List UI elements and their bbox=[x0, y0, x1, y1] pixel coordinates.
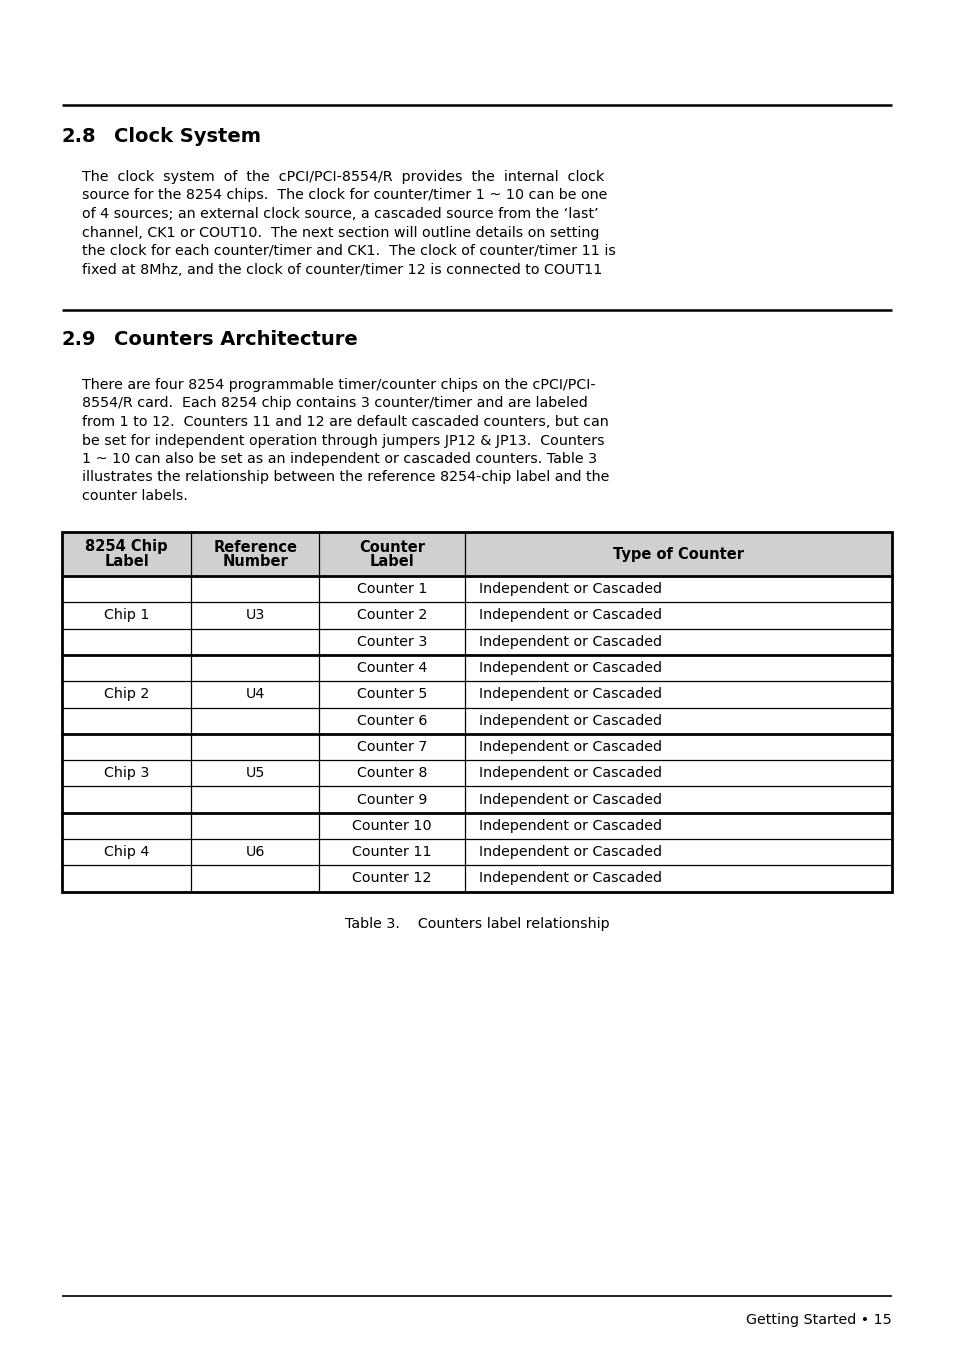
Text: Counter 12: Counter 12 bbox=[352, 872, 431, 886]
Text: U6: U6 bbox=[246, 845, 265, 859]
Text: Counter 10: Counter 10 bbox=[352, 819, 432, 833]
Text: source for the 8254 chips.  The clock for counter/timer 1 ~ 10 can be one: source for the 8254 chips. The clock for… bbox=[82, 188, 607, 203]
Text: Chip 3: Chip 3 bbox=[104, 767, 150, 780]
Text: U3: U3 bbox=[246, 608, 265, 622]
Text: Counter 9: Counter 9 bbox=[356, 792, 427, 807]
Text: 8254 Chip: 8254 Chip bbox=[86, 539, 168, 554]
Text: of 4 sources; an external clock source, a cascaded source from the ‘last’: of 4 sources; an external clock source, … bbox=[82, 207, 598, 220]
Text: Independent or Cascaded: Independent or Cascaded bbox=[478, 583, 660, 596]
Text: Type of Counter: Type of Counter bbox=[612, 546, 743, 561]
Text: Chip 4: Chip 4 bbox=[104, 845, 150, 859]
Text: Independent or Cascaded: Independent or Cascaded bbox=[478, 792, 660, 807]
Text: Counter 1: Counter 1 bbox=[356, 583, 427, 596]
Text: The  clock  system  of  the  cPCI/PCI-8554/R  provides  the  internal  clock: The clock system of the cPCI/PCI-8554/R … bbox=[82, 170, 603, 184]
Text: Independent or Cascaded: Independent or Cascaded bbox=[478, 767, 660, 780]
Text: channel, CK1 or COUT10.  The next section will outline details on setting: channel, CK1 or COUT10. The next section… bbox=[82, 226, 598, 239]
Text: Independent or Cascaded: Independent or Cascaded bbox=[478, 845, 660, 859]
Text: Counter 4: Counter 4 bbox=[356, 661, 427, 675]
Text: Chip 1: Chip 1 bbox=[104, 608, 150, 622]
Text: Counter 7: Counter 7 bbox=[356, 740, 427, 754]
Text: Table 3.    Counters label relationship: Table 3. Counters label relationship bbox=[344, 917, 609, 930]
Text: U4: U4 bbox=[246, 687, 265, 702]
Text: Counter 3: Counter 3 bbox=[356, 634, 427, 649]
Text: the clock for each counter/timer and CK1.  The clock of counter/timer 11 is: the clock for each counter/timer and CK1… bbox=[82, 243, 616, 258]
Text: Reference: Reference bbox=[213, 539, 297, 554]
Text: Independent or Cascaded: Independent or Cascaded bbox=[478, 872, 660, 886]
Text: U5: U5 bbox=[246, 767, 265, 780]
Text: 8554/R card.  Each 8254 chip contains 3 counter/timer and are labeled: 8554/R card. Each 8254 chip contains 3 c… bbox=[82, 396, 587, 411]
Text: Counter 8: Counter 8 bbox=[356, 767, 427, 780]
Text: 2.8: 2.8 bbox=[62, 127, 96, 146]
Text: Independent or Cascaded: Independent or Cascaded bbox=[478, 661, 660, 675]
Text: illustrates the relationship between the reference 8254-chip label and the: illustrates the relationship between the… bbox=[82, 470, 609, 484]
Text: Chip 2: Chip 2 bbox=[104, 687, 150, 702]
Text: counter labels.: counter labels. bbox=[82, 489, 188, 503]
Text: Counter: Counter bbox=[358, 539, 424, 554]
Text: Clock System: Clock System bbox=[113, 127, 261, 146]
Text: Number: Number bbox=[222, 554, 288, 569]
Text: from 1 to 12.  Counters 11 and 12 are default cascaded counters, but can: from 1 to 12. Counters 11 and 12 are def… bbox=[82, 415, 608, 429]
Bar bbox=[62, 531, 891, 891]
Text: Independent or Cascaded: Independent or Cascaded bbox=[478, 634, 660, 649]
Text: Label: Label bbox=[369, 554, 414, 569]
Text: Independent or Cascaded: Independent or Cascaded bbox=[478, 740, 660, 754]
Text: Independent or Cascaded: Independent or Cascaded bbox=[478, 608, 660, 622]
Text: Independent or Cascaded: Independent or Cascaded bbox=[478, 687, 660, 702]
Text: There are four 8254 programmable timer/counter chips on the cPCI/PCI-: There are four 8254 programmable timer/c… bbox=[82, 379, 595, 392]
Text: Counters Architecture: Counters Architecture bbox=[113, 330, 357, 349]
Text: 2.9: 2.9 bbox=[62, 330, 96, 349]
Text: Counter 11: Counter 11 bbox=[352, 845, 432, 859]
Text: 1 ~ 10 can also be set as an independent or cascaded counters. Table 3: 1 ~ 10 can also be set as an independent… bbox=[82, 452, 597, 466]
Text: Label: Label bbox=[104, 554, 149, 569]
Text: Independent or Cascaded: Independent or Cascaded bbox=[478, 819, 660, 833]
Text: Getting Started • 15: Getting Started • 15 bbox=[745, 1313, 891, 1328]
Text: Counter 2: Counter 2 bbox=[356, 608, 427, 622]
Text: Independent or Cascaded: Independent or Cascaded bbox=[478, 714, 660, 727]
Text: be set for independent operation through jumpers JP12 & JP13.  Counters: be set for independent operation through… bbox=[82, 434, 604, 448]
Bar bbox=[62, 531, 891, 576]
Text: fixed at 8Mhz, and the clock of counter/timer 12 is connected to COUT11: fixed at 8Mhz, and the clock of counter/… bbox=[82, 262, 601, 277]
Text: Counter 5: Counter 5 bbox=[356, 687, 427, 702]
Text: Counter 6: Counter 6 bbox=[356, 714, 427, 727]
